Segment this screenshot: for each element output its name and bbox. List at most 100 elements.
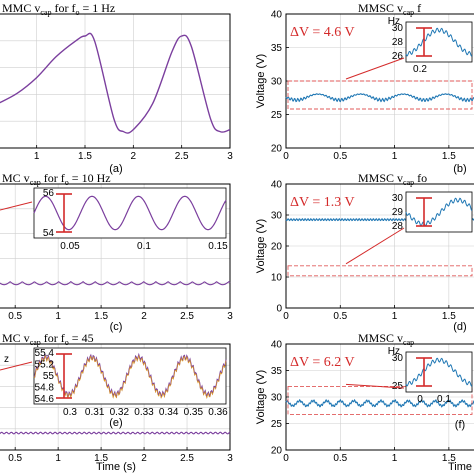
y-tick-label: 20 [271,144,283,155]
inset-y-tick-label: 30 [392,353,404,364]
y-tick-label: 0 [276,304,282,315]
panel-d: 0 0.5 1 1.5 0 10 20 30 40 Voltage (V) MMSC vcap fo… [255,171,474,333]
delta-v-annotation: ΔV = 1.3 V [290,195,355,210]
y-tick-label: 30 [271,393,283,404]
inset-y-tick-label: 28 [392,37,404,48]
inset-series-line [405,27,473,57]
title-subscript: cap [403,8,414,17]
inset-y-tick-label: 55.4 [35,348,55,359]
x-tick-label: 1 [392,453,398,464]
x-tick-label: 3 [227,151,233,162]
inset-label: Hz [388,346,400,357]
zoom-arrow [345,57,405,80]
inset-label: z [4,354,9,365]
x-tick-label: 0.5 [333,311,347,322]
x-tick-label: 2 [131,151,137,162]
title-part: = 1 Hz [79,1,115,15]
y-tick-label: 30 [271,77,283,88]
inset-series-line [405,197,473,227]
inset-frame [405,351,473,393]
axes-frame [285,13,474,149]
x-tick-label: 0 [283,453,289,464]
delta-v-annotation: ΔV = 6.2 V [290,355,355,370]
inset-frame [405,21,473,63]
y-tick-label: 40 [271,10,283,21]
y-tick-label: 40 [271,180,283,191]
panel-label: (b) [453,163,466,175]
zoom-arrow [345,227,405,265]
panel-c: 0.5 1 1.5 2 2.5 3 MC vcap for fo = 10 Hz (c) 54 5… [0,171,233,333]
inset-label: Hz [388,16,400,27]
zoom-arrow [0,361,33,371]
title-part: for f [41,331,65,345]
panel-label: (d) [453,321,466,333]
inset-series-line [405,357,473,387]
panel-e: 0.5 1 1.5 2 2.5 3 MC vcap for fo = 45 (e) Time (… [0,331,233,473]
inset-x-tick-label: 0.05 [60,241,80,252]
inset-x-tick-label: 0.32 [110,407,130,418]
zoom-region [287,265,473,277]
inset-series-line [33,195,227,231]
x-tick-label: 1.5 [94,311,108,322]
x-tick-label: 2.5 [180,311,194,322]
inset-y-tick-label: 29 [392,207,404,218]
y-tick-label: 35 [271,43,283,54]
inset-x-tick-label: 0.31 [85,407,105,418]
x-tick-label: 1 [55,311,61,322]
x-tick-label: 1.5 [94,453,108,464]
title-subscript: o [75,8,79,17]
inset-x-tick-label: 0.36 [208,407,228,418]
panel-label: (a) [109,163,122,175]
y-tick-label: 20 [271,446,283,457]
y-tick-label: 25 [271,110,283,121]
x-tick-label: 0.5 [8,453,22,464]
y-axis-label: Voltage (V) [255,219,267,273]
y-tick-label: 10 [271,273,283,284]
title-part: for f [51,1,75,15]
inset-y-tick-label: 25 [392,381,404,392]
series-line [285,398,474,408]
x-tick-label: 1 [55,453,61,464]
inset-x-tick-label: 0.1 [137,241,151,252]
y-axis-label: Voltage (V) [255,370,267,424]
title-subscript: cap [30,178,41,187]
y-tick-label: 40 [271,340,283,351]
x-axis-label: Time (s) [96,461,136,473]
panel-title: MMSC vcap fo [358,171,427,187]
inset-y-tick-label: 30 [392,193,404,204]
x-tick-label: 3 [227,453,233,464]
inset-y-tick-label: 28 [392,221,404,232]
panel-title: MMC vcap for fo = 1 Hz [2,1,115,17]
x-tick-label: 1 [34,151,40,162]
inset-x-tick-label: 0.34 [159,407,179,418]
title-subscript: cap [403,178,414,187]
inset-y-tick-label: 55 [43,371,55,382]
zoom-arrow [0,201,33,211]
x-tick-label: 0 [283,151,289,162]
x-tick-label: 1.5 [78,151,92,162]
panel-a: 1 1.5 2 2.5 3 MMC vcap for fo = 1 Hz (a) [0,1,233,175]
x-tick-label: 0.5 [8,311,22,322]
inset-x-tick-label: 0.2 [413,64,427,75]
title-subscript: cap [30,338,41,347]
series-line [285,93,474,103]
inset-y-tick-label: 54 [43,228,55,239]
delta-v-annotation: ΔV = 4.6 V [290,25,355,40]
panel-f: 0 0.5 1 1.5 20 25 30 35 40 Voltage (V) MMSC vcap (… [255,331,474,473]
title-subscript: cap [403,338,414,347]
axes-frame [285,183,474,309]
panel-title: MMSC vcap f [358,1,421,17]
y-tick-label: 30 [271,211,283,222]
y-tick-label: 35 [271,366,283,377]
x-tick-label: 0.5 [333,151,347,162]
y-tick-label: 25 [271,419,283,430]
panel-title: MMSC vcap [358,331,414,347]
x-tick-label: 2 [141,311,147,322]
x-tick-label: 1.5 [442,151,456,162]
inset-y-tick-label: 56 [43,188,55,199]
inset-x-tick-label: 0 [417,394,423,405]
x-tick-label: 2.5 [180,453,194,464]
inset-x-tick-label: 0.33 [134,407,154,418]
inset-frame [33,187,227,239]
title-part: for f [41,171,65,185]
